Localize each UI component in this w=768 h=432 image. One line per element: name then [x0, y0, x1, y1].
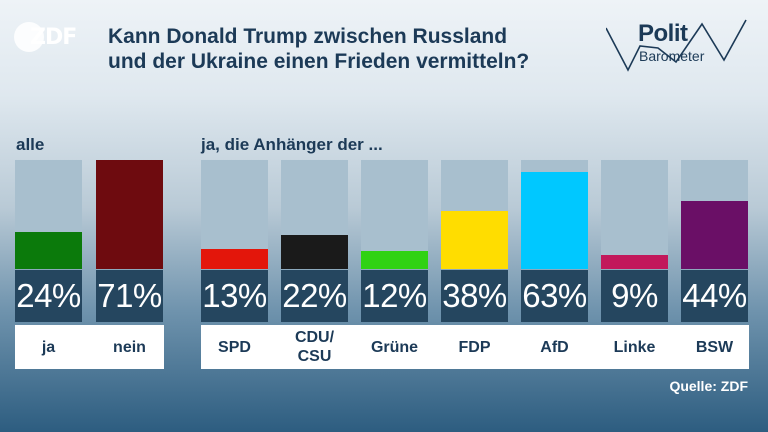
politbarometer-logo-graphic — [606, 19, 747, 72]
category-label-spd: SPD — [218, 338, 251, 356]
bar-fdp — [441, 211, 508, 269]
zdf-logo: ZDF — [14, 22, 77, 52]
value-label-spd: 13% — [201, 270, 268, 322]
bar-track-afd — [521, 160, 588, 269]
value-label-fdp: 38% — [441, 270, 508, 322]
category-label-ja: ja — [41, 338, 56, 356]
value-label-ja: 24% — [15, 270, 82, 322]
bar-track-grüne — [361, 160, 428, 269]
bar-track-bsw — [681, 160, 748, 269]
category-label-nein: nein — [113, 338, 146, 356]
bar-ja — [15, 232, 82, 269]
bar-afd — [521, 172, 588, 269]
bar-grüne — [361, 251, 428, 269]
value-label-linke: 9% — [601, 270, 668, 322]
bar-track-fdp — [441, 160, 508, 269]
zdf-logo-circle — [14, 22, 44, 52]
politbarometer-logo-barometer: Barometer — [639, 48, 705, 64]
category-label-afd: AfD — [540, 338, 569, 356]
section-label-all: alle — [16, 135, 45, 154]
section-label-parties: ja, die Anhänger der ... — [201, 135, 383, 154]
value-label-afd: 63% — [521, 270, 588, 322]
bar-track-ja — [15, 160, 82, 269]
category-label-grüne: Grüne — [370, 338, 419, 356]
politbarometer-logo: Polit Barometer — [606, 16, 754, 72]
value-label-grüne: 12% — [361, 270, 428, 322]
chart-title-line-1: Kann Donald Trump zwischen Russland — [108, 25, 508, 48]
politbarometer-logo-polit: Polit — [638, 20, 688, 47]
value-label-nein: 71% — [96, 270, 163, 322]
category-label-cdu-csu: CDU/ CSU — [294, 329, 335, 365]
bar-track-nein — [96, 160, 163, 269]
chart-title-line-2: und der Ukraine einen Frieden vermitteln… — [108, 50, 530, 73]
bar-cdu-csu — [281, 235, 348, 269]
zdf-logo-text: ZDF — [30, 25, 77, 50]
bar-linke — [601, 255, 668, 269]
category-label-linke: Linke — [613, 338, 656, 356]
value-label-cdu-csu: 22% — [281, 270, 348, 322]
label-row-all — [15, 325, 164, 369]
bar-track-cdu-csu — [281, 160, 348, 269]
bar-track-linke — [601, 160, 668, 269]
bar-bsw — [681, 201, 748, 269]
value-label-bsw: 44% — [681, 270, 748, 322]
label-row-parties — [201, 325, 749, 369]
source-note: Quelle: ZDF — [669, 378, 748, 394]
bar-spd — [201, 249, 268, 269]
bar-nein — [96, 160, 163, 269]
category-label-fdp: FDP — [458, 338, 491, 356]
bar-track-spd — [201, 160, 268, 269]
category-label-bsw: BSW — [695, 338, 734, 356]
chart-title: Kann Donald Trump zwischen Russland und … — [108, 24, 578, 74]
